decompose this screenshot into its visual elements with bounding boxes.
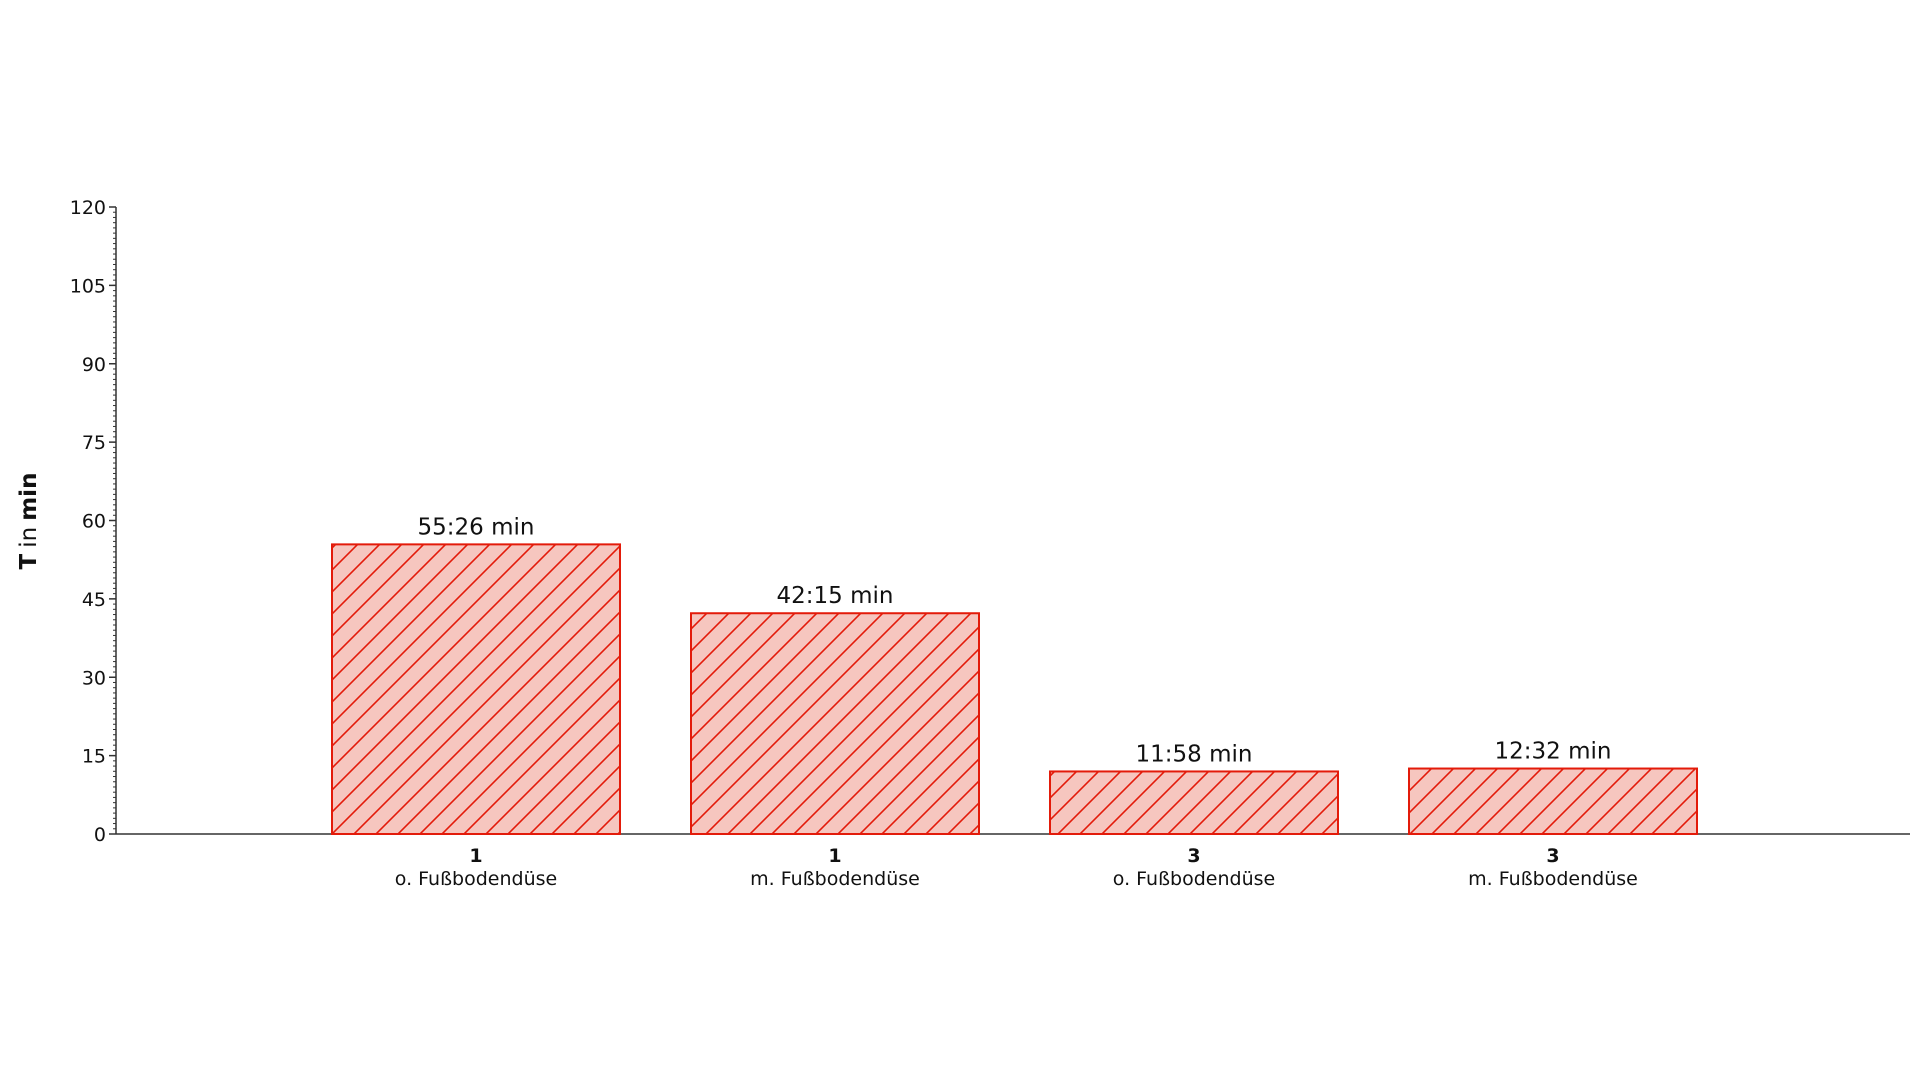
y-tick-label: 15 [82,746,106,768]
y-tick-label: 45 [82,589,106,611]
y-tick-label: 0 [94,824,106,846]
bar-value-label: 12:32 min [1495,739,1612,765]
y-axis-label-symbol: T [16,553,42,569]
bar [1408,767,1698,836]
y-axis-label-connector: in [16,527,42,548]
bar-value-label: 11:58 min [1136,741,1253,767]
y-tick-label: 120 [70,197,106,219]
x-tick-label-number: 1 [828,845,841,867]
x-tick-label-text: m. Fußbodendüse [1468,868,1638,890]
x-tick-label-number: 3 [1187,845,1200,867]
bar [1049,770,1339,835]
x-tick-label-text: o. Fußbodendüse [1113,868,1275,890]
bar-value-label: 42:15 min [777,583,894,609]
y-tick-label: 105 [70,275,106,297]
bar [690,612,980,836]
y-axis: 0 15 30 45 60 75 90 105 120 [70,197,117,846]
y-tick-label: 60 [82,511,106,533]
data-labels: 55:26 min 42:15 min 11:58 min 12:32 min [418,514,1612,767]
bar-value-label: 55:26 min [418,514,535,540]
x-tick-label-number: 3 [1546,845,1559,867]
y-tick-label: 30 [82,667,106,689]
x-tick-label-text: o. Fußbodendüse [395,868,557,890]
y-tick-label: 75 [82,432,106,454]
bars [331,543,1698,836]
y-axis-label-unit: min [16,473,42,521]
x-tick-label-text: m. Fußbodendüse [750,868,920,890]
y-tick-label: 90 [82,354,106,376]
y-axis-label: Tin min [16,473,42,570]
bar [331,543,621,835]
x-tick-label-number: 1 [469,845,482,867]
